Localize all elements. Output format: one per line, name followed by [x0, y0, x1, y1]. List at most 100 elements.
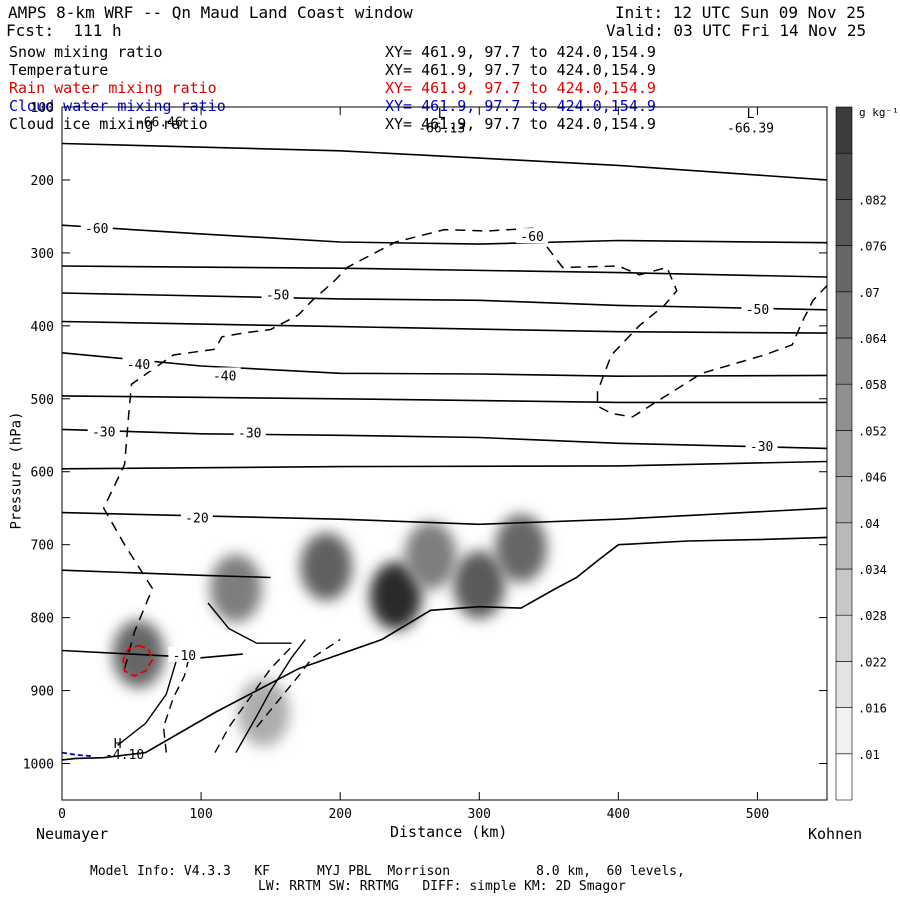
- colorbar-band-3: [835, 614, 853, 662]
- cloud-ice-contour: [102, 227, 827, 669]
- init-time: Init: 12 UTC Sun 09 Nov 25: [615, 3, 866, 22]
- x-right-station-label: Kohnen: [808, 825, 863, 843]
- snow-contour-5: [207, 602, 292, 644]
- isotherm-label-bg-5: [208, 367, 241, 383]
- isotherm-label-bg-9: [180, 509, 213, 525]
- colorbar: .01 .016 .022 .028 .034 .04 .046 .052 .058 .064 .0…: [835, 106, 887, 801]
- isotherm-extra-4: [62, 460, 827, 470]
- isotherm-label-0: -60: [85, 222, 108, 237]
- colorbar-tick-4: .034: [858, 563, 887, 577]
- colorbar-band-11: [835, 245, 853, 293]
- cloud-water-contour: [62, 751, 93, 758]
- x-left-station-label: Neumayer: [36, 825, 109, 843]
- isotherm-extra-1: [62, 265, 827, 278]
- x-tick-label-100: 100: [189, 807, 212, 822]
- isotherm-label-bg-10: [168, 646, 201, 662]
- snow-contour-4: [256, 638, 341, 728]
- isotherm-m50: [62, 292, 827, 311]
- snow-contour-2: [214, 646, 293, 753]
- y-axis-label: Pressure (hPa): [8, 411, 25, 530]
- colorbar-band-0: [835, 753, 853, 801]
- field-xy-rain: XY= 461.9, 97.7 to 424.0,154.9: [385, 79, 656, 97]
- colorbar-tick-6: .046: [858, 471, 887, 485]
- contour-layer: -60 -60 -50 -50 -40 -40 -30 -30 -30 -20 -10: [62, 142, 827, 761]
- y-tick-label-500: 500: [31, 393, 54, 408]
- snow-contour-3: [235, 639, 306, 753]
- colorbar-unit: g kg⁻¹: [859, 106, 899, 119]
- colorbar-tick-12: .082: [858, 193, 887, 207]
- colorbar-tick-8: .058: [858, 378, 887, 392]
- isotherm-m60: [62, 224, 827, 245]
- isotherm-label-4: -40: [127, 358, 150, 373]
- axes-layer: 0 100 200 300 400 500 100 200 300 400 500 600 700 800…: [23, 101, 827, 822]
- snow-contour-0: [162, 653, 191, 753]
- colorbar-tick-5: .04: [858, 517, 880, 531]
- terrain-outline: [62, 536, 827, 761]
- center-annotation-2: L: [747, 107, 755, 122]
- colorbar-band-1: [835, 707, 853, 755]
- isotherm-label-1: -60: [520, 230, 543, 245]
- isotherm-label-bg-8: [745, 438, 778, 454]
- field-xy-cloud-ice: XY= 461.9, 97.7 to 424.0,154.9: [385, 115, 656, 133]
- isotherm-label-8: -30: [750, 440, 773, 455]
- field-xy-snow: XY= 461.9, 97.7 to 424.0,154.9: [385, 43, 656, 61]
- isotherm-label-bg-3: [741, 301, 774, 317]
- colorbar-band-7: [835, 430, 853, 477]
- isotherm-label-5: -40: [213, 369, 236, 384]
- colorbar-tick-1: .016: [858, 702, 887, 716]
- colorbar-band-8: [835, 383, 853, 431]
- colorbar-band-12: [835, 199, 853, 246]
- isotherm-label-2: -50: [266, 288, 289, 303]
- colorbar-band-10: [835, 291, 853, 339]
- snow-maximum-4: [453, 550, 506, 619]
- colorbar-band-4: [835, 568, 853, 616]
- snow-maximum-5: [495, 514, 547, 583]
- y-tick-label-400: 400: [31, 320, 54, 335]
- isotherm-label-bg-4: [122, 355, 155, 371]
- colorbar-band-6: [835, 476, 853, 524]
- field-xy-temperature: XY= 461.9, 97.7 to 424.0,154.9: [385, 61, 656, 79]
- forecast-hour: Fcst: 111 h: [6, 21, 122, 40]
- isotherm-label-6: -30: [92, 426, 115, 441]
- isotherm-extra-5: [62, 569, 271, 579]
- snow-maximum-1: [300, 532, 353, 601]
- center-annotation-4: -66.46: [136, 116, 183, 131]
- x-tick-label-400: 400: [607, 807, 630, 822]
- center-annotation-3: -66.39: [727, 121, 774, 136]
- valid-time: Valid: 03 UTC Fri 14 Nov 25: [606, 21, 867, 40]
- center-annotation-5: H: [114, 737, 122, 752]
- isotherm-label-10: -10: [173, 649, 196, 664]
- field-name-temperature: Temperature: [9, 61, 109, 79]
- field-xy-cloud-water: XY= 461.9, 97.7 to 424.0,154.9: [385, 97, 656, 115]
- model-info-line2: LW: RRTM SW: RRTMG DIFF: simple KM: 2D S…: [258, 879, 626, 894]
- colorbar-tick-9: .064: [858, 332, 887, 346]
- colorbar-band-2: [835, 661, 853, 708]
- x-tick-label-200: 200: [328, 807, 351, 822]
- isotherm-extra-3: [62, 395, 827, 404]
- field-name-cloud-ice: Cloud ice mixing ratio: [9, 115, 208, 133]
- isotherm-label-bg-7: [233, 424, 266, 440]
- field-name-cloud-water: Cloud water mixing ratio: [9, 97, 226, 115]
- colorbar-tick-3: .028: [858, 609, 887, 623]
- isotherm-extra-0: [62, 142, 827, 181]
- y-tick-label-1000: 1000: [23, 758, 54, 773]
- isotherm-label-bg-1: [516, 228, 549, 244]
- isotherm-label-9: -20: [185, 512, 208, 527]
- center-annotation-0: L: [438, 107, 446, 122]
- colorbar-tick-10: .07: [858, 286, 880, 300]
- field-name-rain: Rain water mixing ratio: [9, 79, 217, 97]
- rain-contour: [122, 644, 154, 678]
- isotherm-label-7: -30: [238, 426, 261, 441]
- colorbar-band-9: [835, 337, 853, 385]
- snow-shading-layer: [112, 514, 547, 747]
- isotherm-m30: [62, 428, 827, 450]
- snow-maximum-2: [369, 561, 422, 630]
- isotherm-label-3: -50: [746, 303, 769, 318]
- center-annotation-1: -66.13: [418, 121, 465, 136]
- isotherm-label-bg-0: [80, 220, 113, 236]
- x-tick-label-500: 500: [746, 807, 769, 822]
- snow-contour-1: [117, 661, 177, 746]
- model-info-line1: Model Info: V4.3.3 KF MYJ PBL Morrison 8…: [90, 864, 685, 879]
- y-tick-label-200: 200: [31, 174, 54, 189]
